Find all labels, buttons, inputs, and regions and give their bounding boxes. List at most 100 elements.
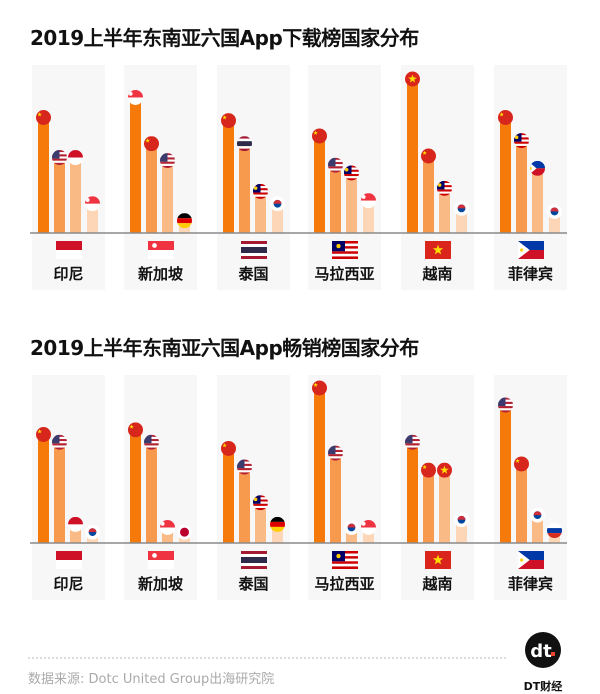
country-flag-my-icon	[332, 551, 358, 569]
bar	[439, 470, 450, 543]
bar	[516, 463, 527, 543]
flag-ru-icon	[547, 523, 562, 539]
flag-kr-icon	[454, 200, 469, 216]
country-flag-th-icon	[241, 551, 267, 569]
data-source: 数据来源: Dotc United Group出海研究院	[28, 672, 275, 687]
country-panel: 泰国	[217, 65, 290, 290]
country-panel: 越南	[401, 65, 474, 290]
flag-cn-icon	[36, 427, 51, 442]
flag-kr-icon	[530, 507, 545, 523]
country-flag-th-icon	[241, 241, 267, 259]
bar	[87, 203, 98, 233]
bar	[255, 502, 266, 543]
flag-id-icon	[68, 516, 83, 532]
flag-my-icon	[437, 180, 452, 196]
flag-cn-icon	[312, 128, 327, 144]
flag-cn-icon	[221, 440, 236, 456]
bar-chart-downloads: 印尼 新加坡 泰国 马拉西亚 越南 菲律宾	[30, 65, 567, 290]
country-label: 泰国	[237, 575, 268, 593]
flag-my-icon	[344, 165, 359, 181]
flag-kr-icon	[454, 512, 469, 528]
flag-cn-icon	[128, 422, 143, 438]
country-flag-ph-icon	[518, 241, 544, 259]
flag-de-icon	[270, 516, 285, 532]
bar	[70, 524, 81, 543]
country-flag-sg-icon	[148, 551, 174, 569]
country-panel: 新加坡	[124, 375, 197, 600]
bar	[255, 191, 266, 233]
bar	[330, 453, 341, 543]
flag-cn-icon	[36, 110, 51, 125]
country-flag-my-icon	[332, 241, 358, 259]
country-label: 新加坡	[138, 265, 183, 283]
brand-name: DT财经	[523, 680, 563, 693]
country-label: 泰国	[237, 265, 268, 283]
bar	[223, 120, 234, 233]
flag-us-icon	[237, 459, 252, 475]
country-label: 马拉西亚	[314, 575, 374, 593]
country-label: 越南	[421, 265, 452, 283]
bar	[272, 203, 283, 233]
country-flag-ph-icon	[518, 551, 544, 569]
flag-de-icon	[177, 213, 192, 229]
bar	[146, 143, 157, 233]
flag-kr-icon	[85, 524, 100, 540]
bar	[363, 527, 374, 543]
country-panel: 菲律宾	[494, 375, 567, 600]
country-label: 马拉西亚	[314, 265, 374, 283]
bar	[38, 117, 49, 233]
flag-cn-icon	[498, 110, 513, 125]
flag-my-icon	[253, 495, 268, 511]
country-flag-id-icon	[56, 241, 82, 259]
country-flag-sg-icon	[148, 241, 174, 259]
bar	[272, 524, 283, 543]
bar	[516, 140, 527, 233]
country-panel: 马拉西亚	[308, 65, 381, 290]
bar	[223, 448, 234, 543]
flag-ph-icon	[530, 160, 545, 176]
bar	[314, 388, 325, 543]
bar	[549, 211, 560, 233]
country-panel: 菲律宾	[494, 65, 567, 290]
country-label: 印尼	[53, 575, 83, 593]
flag-us-icon	[405, 434, 420, 450]
bar-chart-revenue: 印尼 新加坡 泰国 马拉西亚 越南 菲律宾	[30, 375, 567, 600]
flag-cn-icon	[421, 462, 436, 478]
flag-us-icon	[328, 445, 343, 461]
flag-kr-icon	[547, 203, 562, 219]
country-panel: 马拉西亚	[308, 375, 381, 600]
bar	[456, 519, 467, 543]
flag-th-icon	[237, 136, 252, 152]
flag-cn-icon	[421, 148, 436, 164]
country-flag-vn-icon	[425, 551, 451, 569]
bar	[54, 442, 65, 543]
country-label: 印尼	[53, 265, 83, 283]
flag-us-icon	[52, 150, 67, 166]
bar	[346, 527, 357, 543]
bar	[346, 172, 357, 233]
flag-id-icon	[68, 150, 83, 166]
bar	[330, 165, 341, 233]
flag-us-icon	[52, 434, 67, 450]
bar	[407, 79, 418, 233]
flag-my-icon	[514, 133, 529, 149]
flag-my-icon	[253, 183, 268, 199]
flag-kr-icon	[344, 520, 359, 535]
country-panel: 越南	[401, 375, 474, 600]
country-flag-vn-icon	[425, 241, 451, 259]
bar	[162, 160, 173, 233]
bar	[38, 434, 49, 543]
bar	[500, 117, 511, 233]
bar	[363, 200, 374, 233]
bar	[423, 156, 434, 233]
country-flag-id-icon	[56, 551, 82, 569]
country-panel: 新加坡	[124, 65, 197, 290]
logo-text: dt	[530, 641, 552, 662]
bar	[439, 188, 450, 233]
bar	[54, 157, 65, 233]
country-label: 越南	[421, 575, 452, 593]
bar	[532, 515, 543, 543]
flag-us-icon	[144, 434, 159, 450]
flag-cn-icon	[312, 380, 327, 396]
